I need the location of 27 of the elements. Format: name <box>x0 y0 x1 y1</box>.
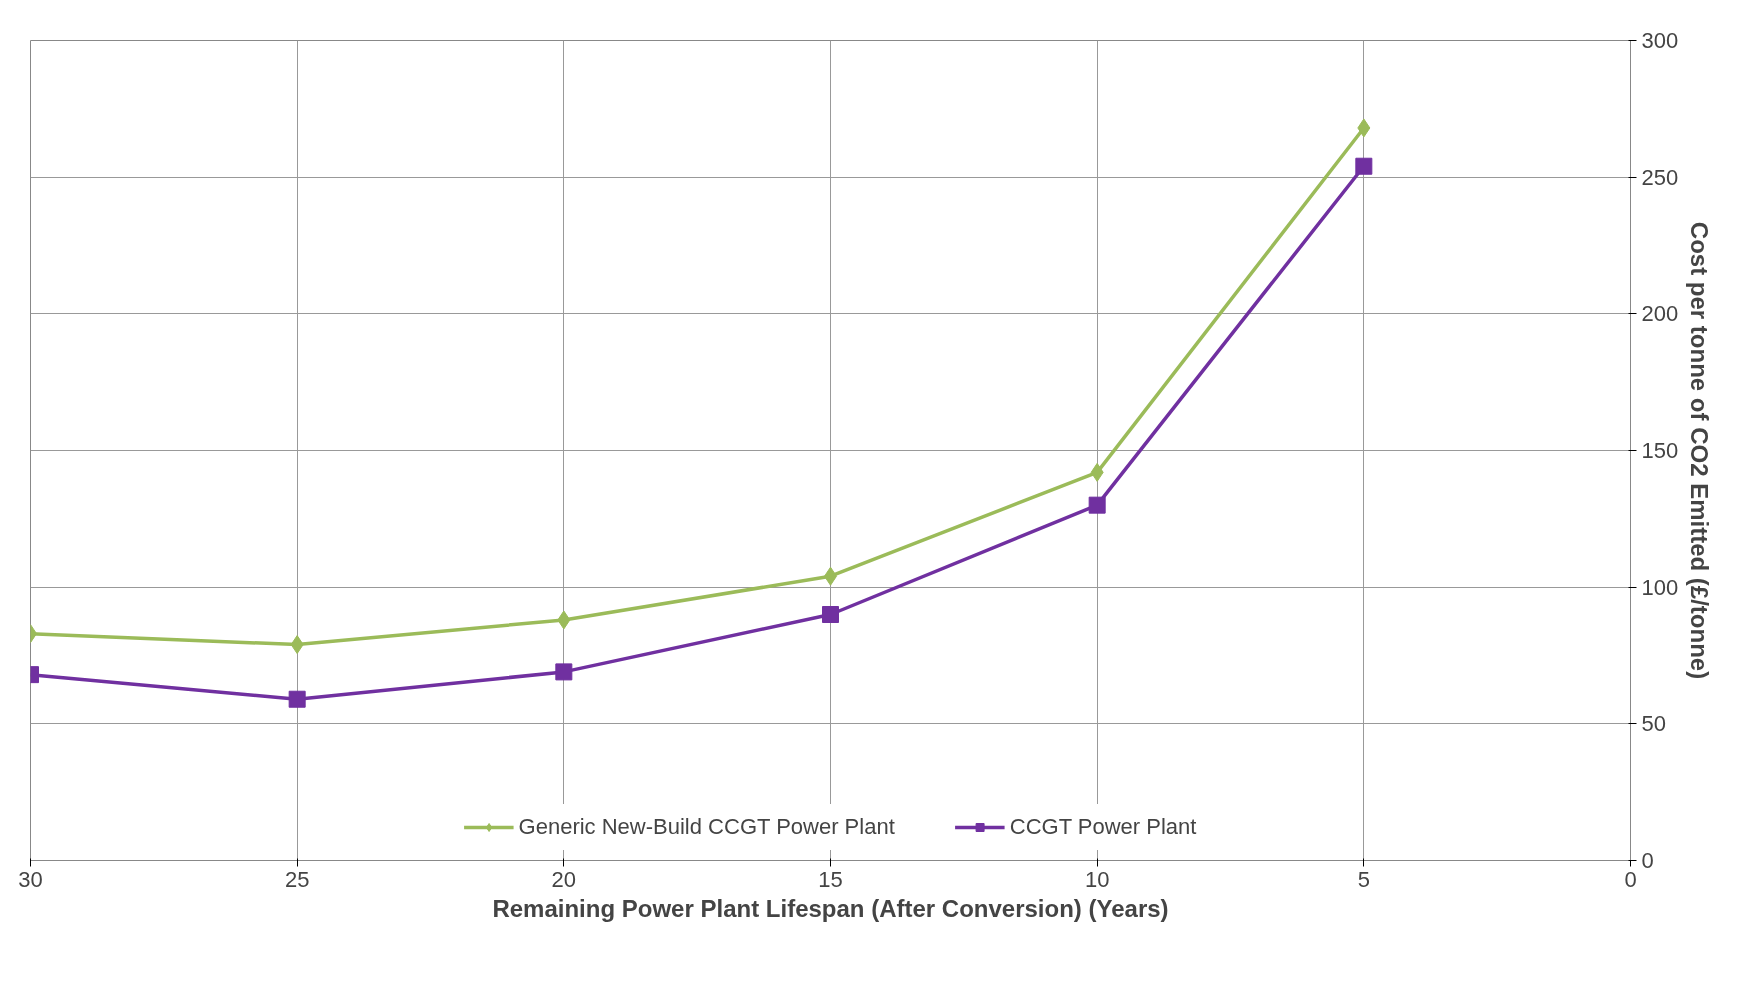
x-axis-title: Remaining Power Plant Lifespan (After Conversion) (Years) <box>492 894 1169 922</box>
x-tick-label: 10 <box>1084 866 1110 892</box>
point <box>557 610 571 630</box>
y-tick-label: 0 <box>1641 848 1654 873</box>
x-tick-label: 5 <box>1357 866 1370 892</box>
point <box>1357 118 1371 138</box>
x-tick-label: 25 <box>284 866 310 892</box>
point <box>1088 496 1106 514</box>
point <box>290 635 304 655</box>
y-tick-label: 200 <box>1641 301 1679 327</box>
point <box>1090 462 1104 482</box>
x-tick-label: 0 <box>1624 866 1637 892</box>
point <box>1355 157 1373 175</box>
x-tick-label: 30 <box>18 866 43 892</box>
point <box>555 663 573 681</box>
legend-label: Generic New-Build CCGT Power Plant <box>518 814 895 840</box>
x-tick-label: 20 <box>551 866 577 892</box>
y-tick-label: 100 <box>1641 574 1679 600</box>
point <box>288 690 306 708</box>
point <box>822 606 839 623</box>
legend-label: CCGT Power Plant <box>1009 814 1197 840</box>
y-axis-title: Cost per tonne of CO2 Emitted (£/tonne) <box>1686 221 1714 680</box>
x-tick-label: 15 <box>818 866 843 892</box>
y-tick-label: 50 <box>1641 711 1666 737</box>
y-tick-label: 300 <box>1641 28 1679 53</box>
y-tick-label: 150 <box>1641 438 1679 463</box>
y-tick-label: 250 <box>1641 164 1679 190</box>
